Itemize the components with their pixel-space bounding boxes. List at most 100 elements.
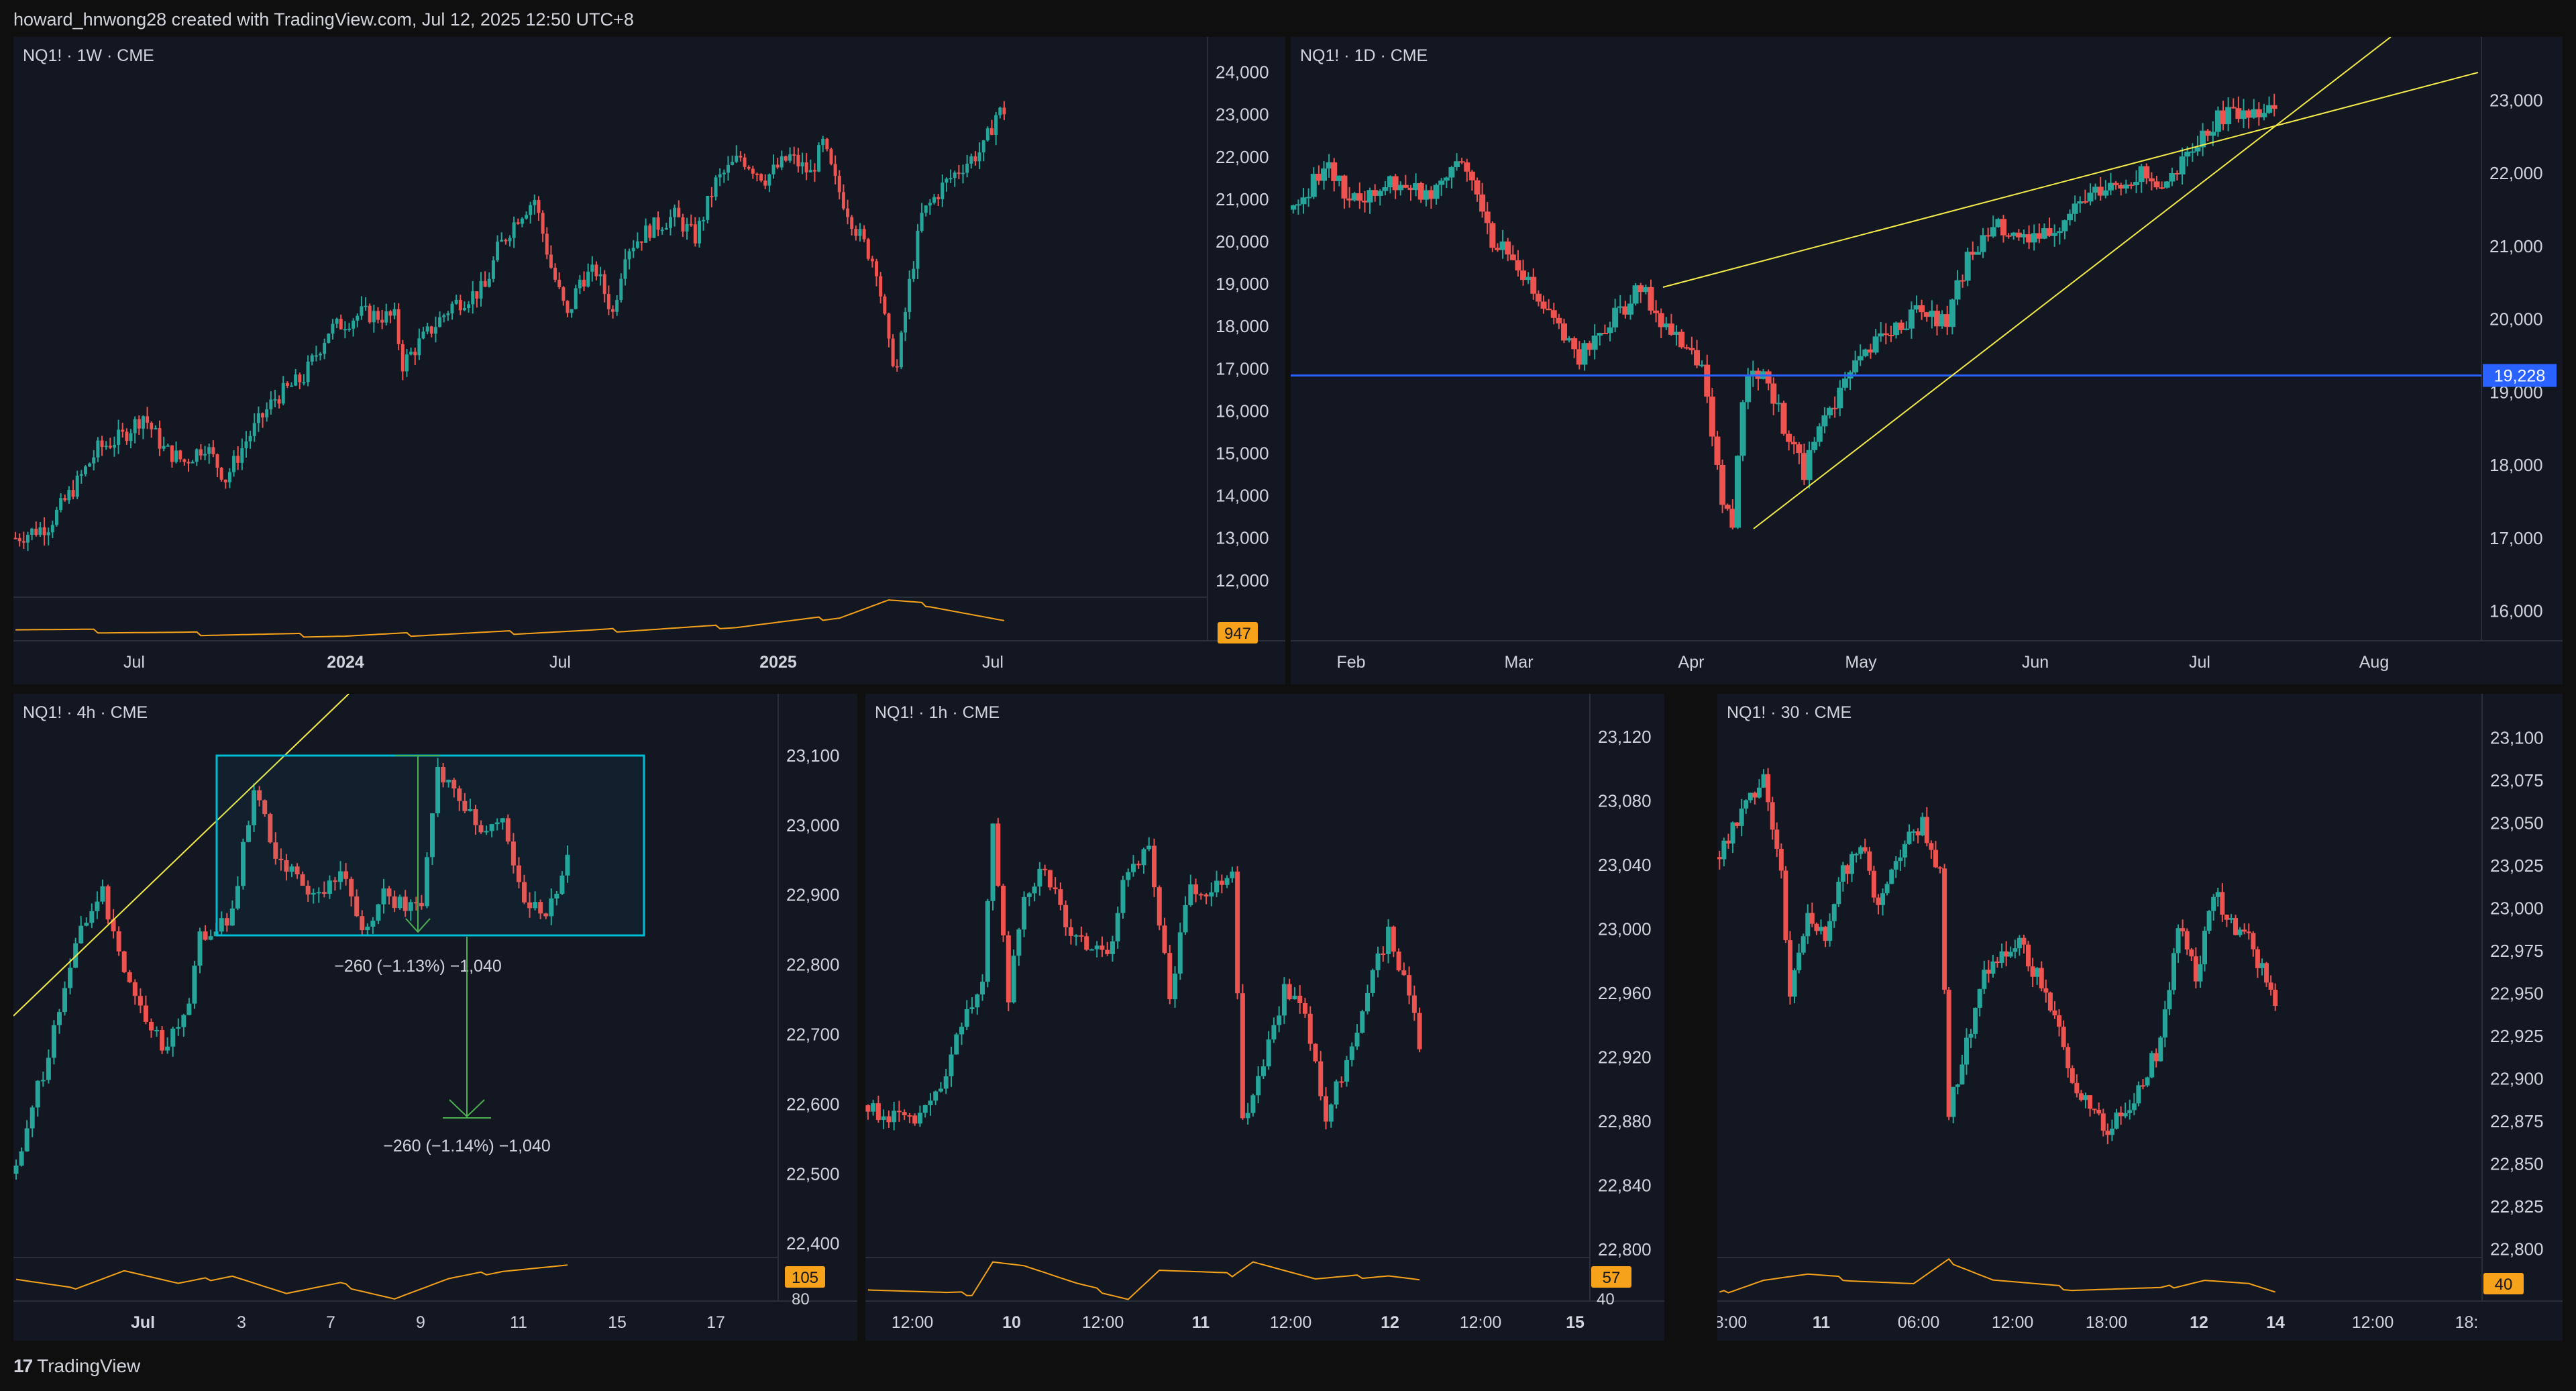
chart-panel-30m[interactable]: NQ1! · 30 · CME 23,100 23,075 23,050 23,025… [1717,694,2563,1341]
candle-body [1724,505,1731,509]
candle [945,177,949,192]
candle-body [24,1128,30,1151]
candle-body [2102,190,2109,196]
candle-body [335,319,339,324]
candle-body [1809,913,1815,924]
candle [397,894,402,910]
candle [2266,96,2273,114]
candle-body [2039,968,2044,988]
candle-body [150,423,154,429]
candle-body [1397,185,1404,191]
candle [2118,1106,2124,1125]
candle-body [1805,913,1811,937]
candle [162,436,166,452]
candle [30,527,34,540]
candle [112,436,116,457]
candle [2200,123,2206,156]
candle-body [108,446,112,448]
candle [496,235,500,262]
candle-body [1525,276,1532,280]
candle-body [2198,964,2203,982]
candle-body [2179,156,2186,174]
chart-svg-1h[interactable]: 23,12023,08023,04023,00022,96022,92022,8… [865,694,1664,1341]
chart-svg-weekly[interactable]: 24,00023,00022,00021,00020,00019,00018,0… [13,37,1285,684]
candle-body [1745,375,1752,403]
candle-body [858,229,862,236]
candle-body [1982,970,1987,989]
candle [400,340,405,380]
candle [284,854,289,881]
candle [522,874,527,905]
candle [246,821,252,843]
candle-body [804,162,808,172]
candle [516,218,520,225]
candle-body [1334,1081,1339,1105]
candle-body [1120,880,1126,913]
candle [912,260,916,282]
candle-body [1756,787,1762,798]
candle [408,899,413,921]
candle [500,232,504,242]
candle-body [1739,809,1744,826]
candle [2176,924,2181,964]
candle [887,313,891,348]
candle-body [1858,847,1864,854]
candle [2035,967,2040,985]
candle [710,187,714,207]
candle-body [1277,1015,1282,1025]
candle-body [458,300,462,311]
candle [51,1020,56,1065]
candle [1743,799,1749,814]
candle [1136,860,1141,869]
chart-svg-4h[interactable]: 23,10023,00022,90022,80022,70022,60022,5… [13,694,857,1341]
candle [2043,979,2049,1003]
candle [1792,968,1797,1004]
candle [1780,401,1787,436]
candle-body [236,456,240,463]
candle [2112,181,2119,190]
candle-body [2100,1113,2106,1131]
candle-body [487,278,491,287]
price-tick-label: 19,000 [1216,274,1269,294]
candle [1683,344,1690,350]
price-tick-label: 23,000 [2489,90,2543,110]
candle [1346,187,1353,208]
candle-body [92,457,96,464]
candle-body [1977,988,1982,1008]
candle [685,217,689,240]
candle [788,147,792,163]
candle-body [1663,323,1670,327]
candle [936,193,941,207]
candle [154,425,158,430]
candle-body [381,888,386,905]
candle-body [623,259,627,279]
candle [1214,870,1220,898]
chart-panel-weekly[interactable]: NQ1! · 1W · CME 24,000 23,000 22,000 21,000… [13,37,1285,684]
chart-svg-daily[interactable]: 23,00022,00021,00020,00019,00018,00017,0… [1291,37,2563,684]
candle-body [2136,1085,2141,1104]
candle-body [2193,956,2198,982]
chart-panel-1h[interactable]: NQ1! · 1h · CME 23,120 23,080 23,040 23,000… [865,694,1664,1341]
candle-body [100,886,105,902]
candle [2061,1020,2066,1050]
candle-body [1719,464,1726,505]
candle-body [2083,1095,2088,1100]
candle-body [1291,205,1297,210]
candle-body [438,317,442,327]
candle [1058,882,1063,911]
candle-body [932,197,936,203]
chart-panel-4h[interactable]: NQ1! · 4h · CME 23,100 23,000 22,900 22,800… [13,694,857,1341]
chart-panel-daily[interactable]: NQ1! · 1D · CME 23,000 22,000 21,000 20,000… [1291,37,2563,684]
tradingview-brand[interactable]: 17 TradingView [13,1355,140,1377]
candle-body [2061,1027,2066,1047]
candle [376,307,380,323]
candle-body [269,399,273,409]
candle-body [953,172,957,178]
candle [392,303,396,319]
candle-body [89,911,95,923]
chart-svg-30m[interactable]: 23,10023,07523,05023,02523,00022,97522,9… [1717,694,2563,1341]
candle-body [1748,792,1753,801]
candle-body [240,841,246,886]
candle [875,258,879,287]
candle [191,460,195,464]
